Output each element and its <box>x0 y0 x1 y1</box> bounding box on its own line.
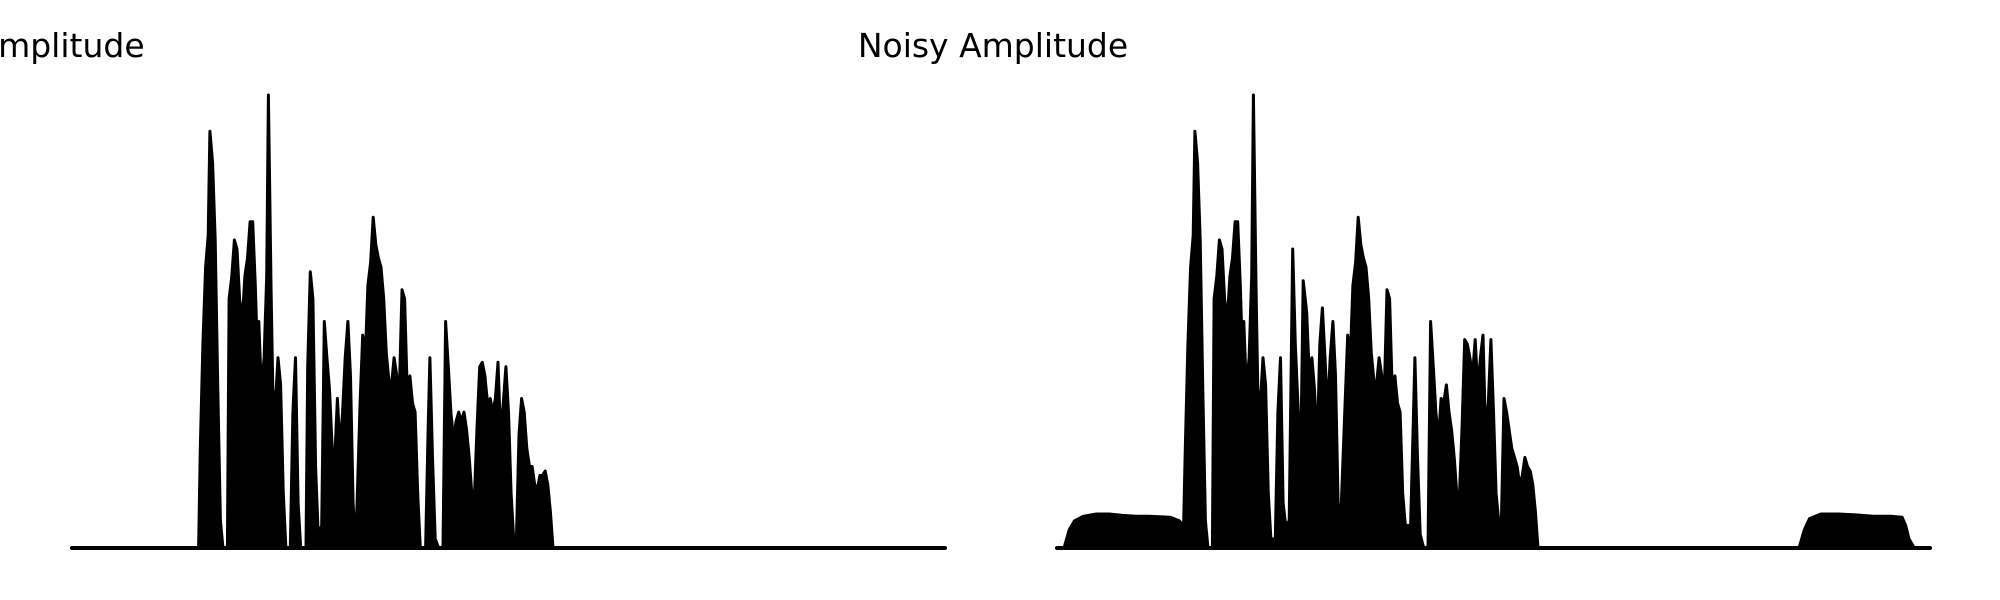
noisy-amplitude-title: Noisy Amplitude <box>857 26 1129 65</box>
amplitude-area <box>1055 93 1932 550</box>
clean-amplitude-plot <box>70 93 947 550</box>
noisy-amplitude-plot <box>1055 93 1932 550</box>
clean-amplitude-panel: Clean Amplitude <box>0 26 947 550</box>
amplitude-area <box>70 93 947 550</box>
noisy-amplitude-panel: Noisy Amplitude <box>858 0 1985 600</box>
clean-amplitude-title: Clean Amplitude <box>0 26 145 65</box>
